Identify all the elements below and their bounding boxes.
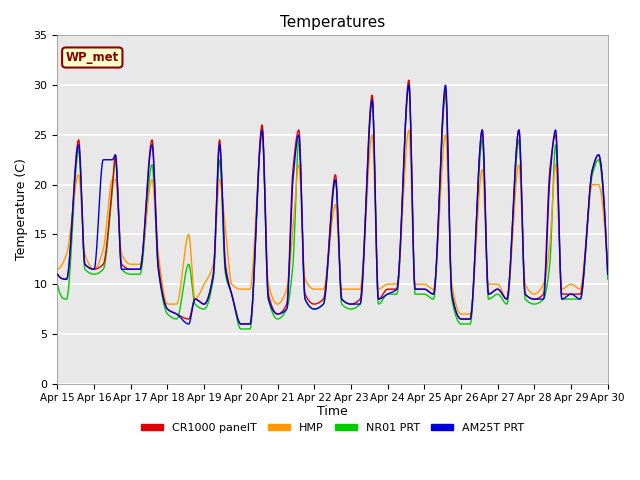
AM25T PRT [118, 266, 126, 272]
CR1000 panelT [308, 301, 316, 307]
HMP [96, 257, 104, 263]
Line: CR1000 panelT: CR1000 panelT [58, 80, 608, 324]
Title: Temperatures: Temperatures [280, 15, 385, 30]
CR1000 panelT [118, 262, 126, 268]
NR01 PRT [367, 103, 375, 109]
CR1000 panelT [237, 321, 245, 327]
NR01 PRT [604, 276, 612, 282]
Line: NR01 PRT: NR01 PRT [58, 85, 608, 329]
CR1000 panelT [96, 264, 104, 270]
AM25T PRT [299, 240, 307, 246]
NR01 PRT [96, 269, 104, 275]
CR1000 panelT [604, 271, 612, 277]
AM25T PRT [308, 306, 316, 312]
NR01 PRT [299, 241, 307, 247]
Legend: CR1000 panelT, HMP, NR01 PRT, AM25T PRT: CR1000 panelT, HMP, NR01 PRT, AM25T PRT [136, 419, 529, 437]
HMP [604, 266, 612, 272]
Line: HMP: HMP [58, 130, 608, 314]
CR1000 panelT [287, 199, 295, 205]
HMP [298, 227, 306, 232]
NR01 PRT [405, 82, 413, 88]
Line: AM25T PRT: AM25T PRT [58, 85, 608, 324]
Y-axis label: Temperature (C): Temperature (C) [15, 158, 28, 261]
NR01 PRT [287, 278, 295, 284]
HMP [367, 140, 374, 145]
AM25T PRT [367, 103, 375, 109]
NR01 PRT [237, 326, 245, 332]
CR1000 panelT [299, 235, 307, 240]
HMP [287, 250, 295, 255]
AM25T PRT [237, 321, 245, 327]
NR01 PRT [118, 267, 126, 273]
CR1000 panelT [405, 77, 413, 83]
AM25T PRT [54, 271, 61, 277]
AM25T PRT [604, 271, 612, 277]
NR01 PRT [308, 306, 316, 312]
HMP [405, 127, 413, 133]
CR1000 panelT [54, 271, 61, 277]
NR01 PRT [54, 281, 61, 287]
HMP [458, 311, 465, 317]
HMP [308, 286, 316, 291]
AM25T PRT [287, 209, 295, 215]
HMP [118, 253, 126, 259]
Text: WP_met: WP_met [66, 51, 119, 64]
CR1000 panelT [367, 98, 375, 104]
X-axis label: Time: Time [317, 405, 348, 418]
HMP [54, 266, 61, 272]
AM25T PRT [442, 82, 449, 88]
AM25T PRT [96, 189, 104, 194]
